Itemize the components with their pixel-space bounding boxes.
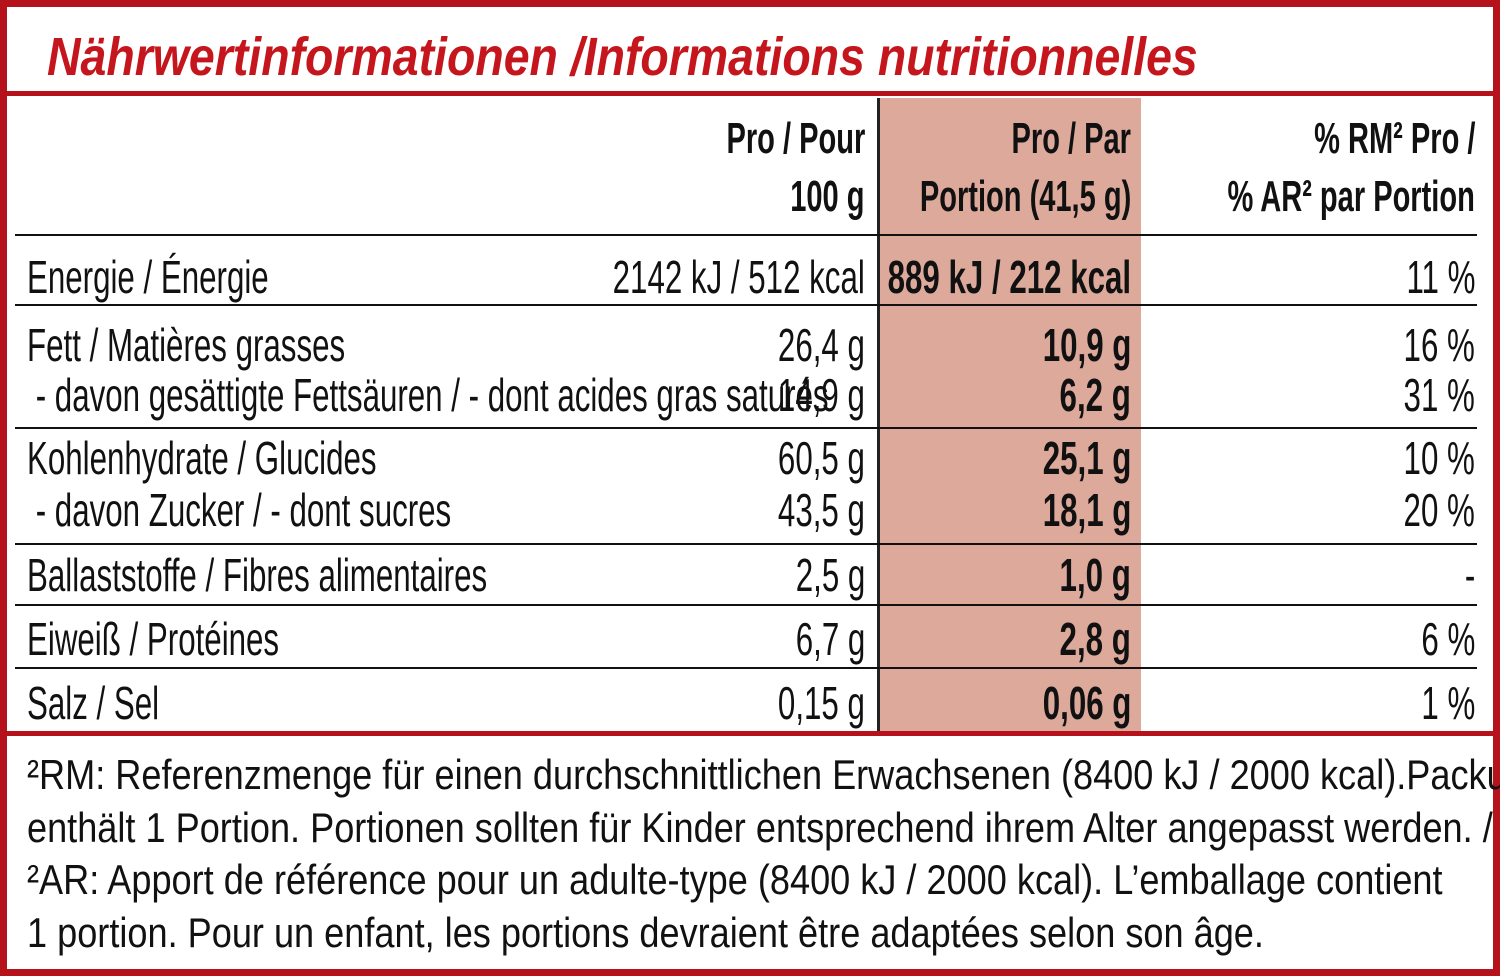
- nutrient-name: Salz / Sel: [27, 677, 160, 729]
- portion-value: 889 kJ / 212 kcal: [887, 251, 1131, 303]
- row-rule: [15, 604, 1477, 606]
- nutrient-name: Energie / Énergie: [27, 251, 269, 303]
- reference-percent: 1 %: [1421, 677, 1475, 729]
- per-100g-value: 43,5 g: [778, 484, 865, 536]
- portion-value: 1,0 g: [1059, 549, 1131, 601]
- per-100g-value: 60,5 g: [778, 432, 865, 484]
- per-100g-value: 0,15 g: [778, 677, 865, 729]
- footnote-rule: [7, 731, 1493, 736]
- nutrient-name: Eiweiß / Protéines: [27, 613, 280, 665]
- reference-percent: 10 %: [1403, 432, 1475, 484]
- row-rule: [15, 427, 1477, 429]
- column-header: 100 g: [790, 172, 865, 221]
- row-rule: [15, 667, 1477, 669]
- reference-percent: 31 %: [1403, 369, 1475, 421]
- portion-value: 2,8 g: [1059, 613, 1131, 665]
- row-rule: [15, 543, 1477, 545]
- title-rule: [7, 91, 1493, 96]
- footnote-line: ²RM: Referenzmenge für einen durchschnit…: [27, 751, 1500, 798]
- column-header: Pro / Par: [1011, 114, 1131, 163]
- reference-percent: 6 %: [1421, 613, 1475, 665]
- reference-percent: 16 %: [1403, 319, 1475, 371]
- reference-percent: 11 %: [1406, 251, 1475, 303]
- reference-percent: 20 %: [1403, 484, 1475, 536]
- nutrient-name: - davon gesättigte Fettsäuren / - dont a…: [27, 369, 829, 421]
- nutrient-name: Ballaststoffe / Fibres alimentaires: [27, 549, 488, 601]
- row-rule: [15, 234, 1477, 236]
- portion-column-shade: [877, 98, 1141, 731]
- per-100g-value: 2,5 g: [795, 549, 865, 601]
- nutrient-name: - davon Zucker / - dont sucres: [27, 484, 452, 536]
- footnote-line: ²AR: Apport de référence pour un adulte-…: [27, 856, 1443, 903]
- column-header: % RM² Pro /: [1313, 114, 1475, 163]
- per-100g-value: 26,4 g: [778, 319, 865, 371]
- nutrient-name: Kohlenhydrate / Glucides: [27, 432, 377, 484]
- column-header: Portion (41,5 g): [919, 172, 1131, 221]
- per-100g-value: 6,7 g: [795, 613, 865, 665]
- nutrient-name: Fett / Matières grasses: [27, 319, 346, 371]
- portion-value: 18,1 g: [1042, 484, 1131, 536]
- row-rule: [15, 304, 1477, 306]
- per-100g-value: 14,9 g: [778, 369, 865, 421]
- reference-percent: -: [1464, 549, 1475, 601]
- column-header: Pro / Pour: [726, 114, 865, 163]
- footnote-line: enthält 1 Portion. Portionen sollten für…: [27, 804, 1493, 851]
- portion-value: 6,2 g: [1059, 369, 1131, 421]
- portion-value: 10,9 g: [1042, 319, 1131, 371]
- portion-value: 0,06 g: [1042, 677, 1131, 729]
- column-header: % AR² par Portion: [1227, 172, 1475, 221]
- portion-value: 25,1 g: [1042, 432, 1131, 484]
- footnote-line: 1 portion. Pour un enfant, les portions …: [27, 909, 1264, 956]
- title: Nährwertinformationen /Informations nutr…: [47, 27, 1198, 87]
- per-100g-value: 2142 kJ / 512 kcal: [612, 251, 865, 303]
